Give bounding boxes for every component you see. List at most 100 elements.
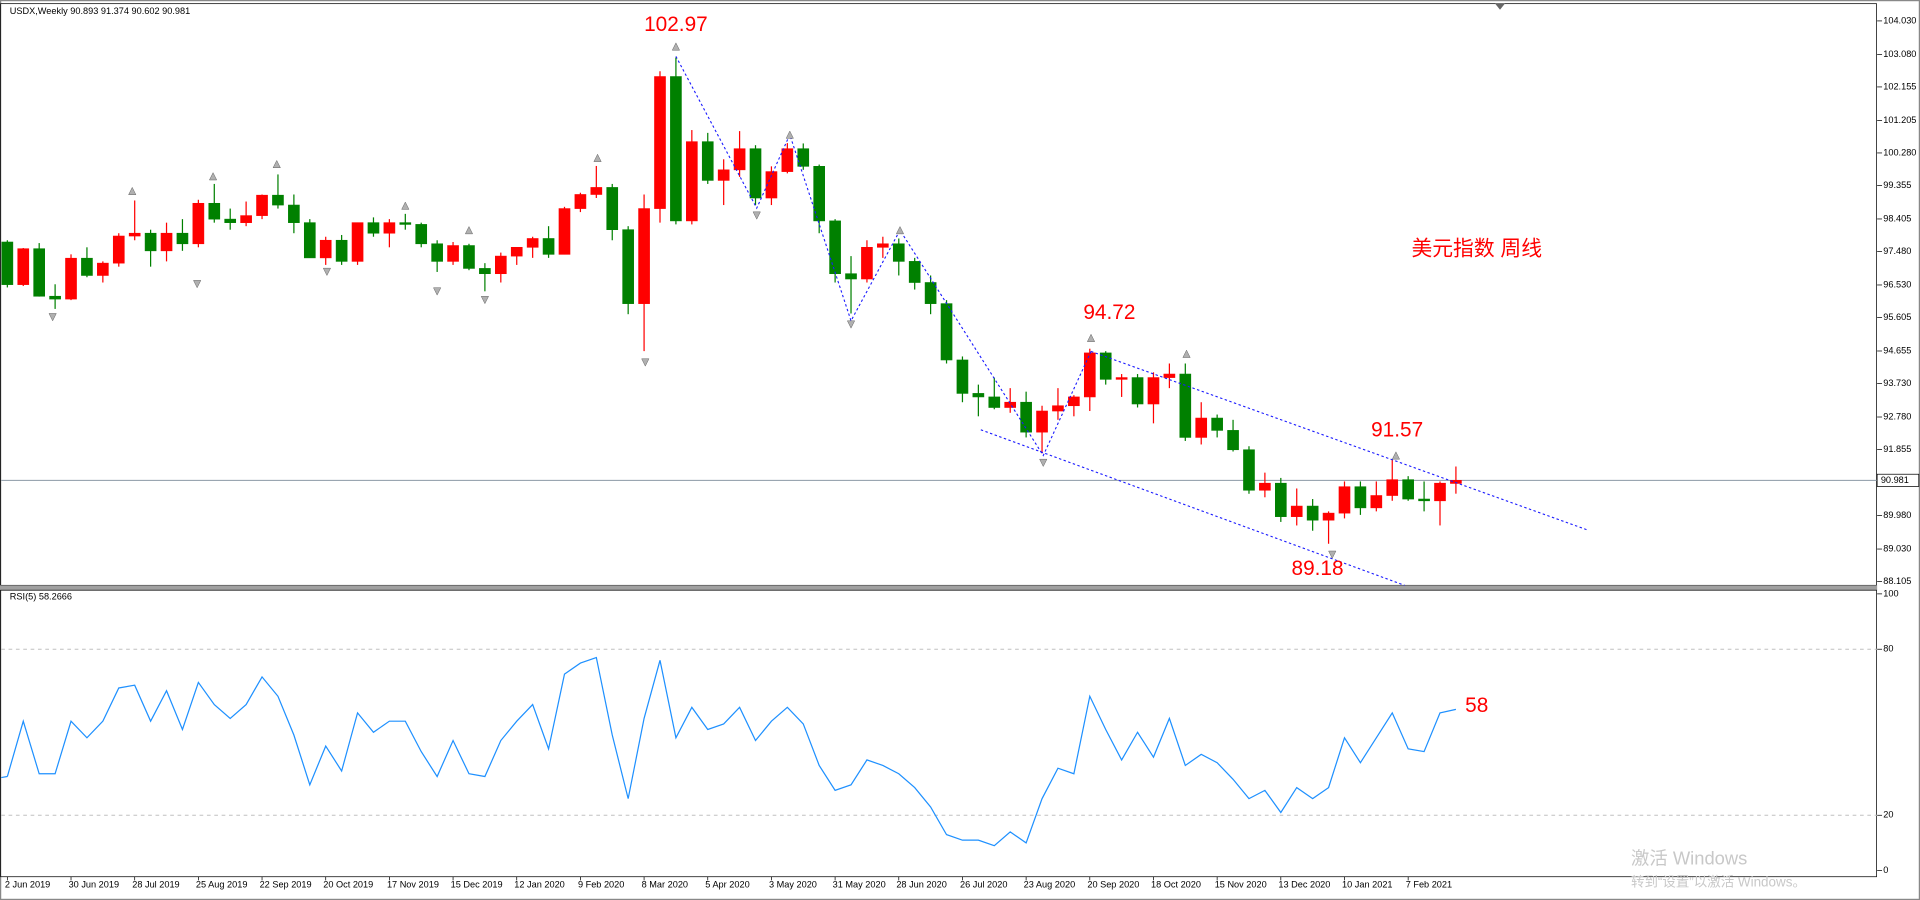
y-tick-label: 80: [1883, 644, 1893, 654]
candle-body: [590, 187, 603, 195]
candle-body: [208, 202, 221, 220]
annotation: 94.72: [1083, 301, 1135, 324]
candle-body: [431, 243, 443, 262]
candle-body: [176, 232, 189, 245]
rsi-line: [6, 656, 1457, 847]
candle-body: [1418, 498, 1430, 502]
header-open: 90.893: [70, 7, 98, 17]
candle-body: [1115, 377, 1128, 380]
rsi-title: RSI(5): [10, 592, 37, 602]
candle-body: [1354, 486, 1367, 509]
y-tick-label: 96.530: [1883, 279, 1911, 289]
candle-body: [1083, 352, 1096, 398]
y-tick-label: 100.280: [1883, 147, 1916, 157]
y-tick-label: 89.980: [1883, 510, 1911, 520]
y-tick-label: 20: [1883, 810, 1893, 820]
candle-body: [654, 76, 666, 209]
rsi-header: RSI(5) 58.2666: [10, 592, 72, 602]
candle-body: [1052, 405, 1064, 412]
candle-body: [972, 393, 985, 398]
candle-body: [813, 166, 826, 222]
candle-body: [956, 359, 969, 394]
candle-body: [81, 257, 93, 276]
annotation: 58: [1465, 694, 1488, 717]
annotation: 102.97: [644, 13, 708, 36]
candle-body: [383, 222, 396, 234]
x-tick-label: 8 Mar 2020: [642, 880, 688, 890]
candle-body: [192, 202, 205, 245]
annotation: 美元指数 周线: [1411, 237, 1542, 260]
x-tick-label: 3 May 2020: [769, 880, 817, 890]
candle-body: [335, 239, 348, 262]
header-low: 90.602: [132, 7, 160, 17]
candle-body: [97, 262, 109, 276]
candle-body: [542, 238, 555, 255]
candle-body: [1004, 401, 1017, 408]
candle-body: [908, 261, 921, 283]
candle-body: [940, 303, 953, 361]
candle-body: [606, 187, 619, 231]
candle-body: [1434, 482, 1446, 502]
candle-body: [510, 246, 523, 257]
fractal-arrow: [671, 42, 680, 51]
candle-body: [765, 171, 778, 199]
candle-body: [351, 222, 364, 262]
y-tick-label: 104.030: [1883, 15, 1916, 25]
candle-body: [1036, 410, 1048, 433]
x-tick-label: 15 Nov 2020: [1215, 880, 1267, 890]
x-tick-label: 30 Jun 2019: [69, 880, 119, 890]
fractal-arrow: [480, 296, 489, 305]
panel-separator: [0, 585, 1878, 591]
y-tick-label: 88.105: [1883, 576, 1911, 586]
candle-body: [447, 245, 459, 262]
candle-body: [1402, 479, 1414, 500]
candle-body: [1450, 480, 1462, 484]
candle-body: [415, 224, 428, 245]
x-tick-label: 20 Sep 2020: [1087, 880, 1139, 890]
candle-body: [1227, 430, 1239, 451]
fractal-arrow: [1086, 333, 1096, 342]
fractal-arrow: [641, 358, 650, 367]
candle-body: [399, 222, 412, 225]
y-tick-label: 97.480: [1883, 246, 1911, 256]
x-tick-label: 15 Dec 2019: [451, 880, 503, 890]
x-tick-label: 12 Jan 2020: [514, 880, 565, 890]
fractal-arrow: [322, 267, 332, 277]
candle-body: [877, 243, 889, 248]
fractal-arrow: [464, 225, 474, 235]
candle-body: [701, 141, 714, 181]
shift-marker: [1495, 3, 1505, 10]
candle-body: [861, 246, 873, 280]
candle-body: [733, 148, 746, 171]
candle-body: [495, 255, 507, 275]
fractal-arrow: [401, 201, 410, 210]
fractal-arrow: [1391, 451, 1400, 460]
fractal-arrow: [1182, 349, 1191, 358]
x-tick-label: 22 Sep 2019: [260, 880, 312, 890]
candle-body: [1243, 449, 1255, 491]
fractal-arrow: [752, 211, 761, 220]
candle-body: [892, 243, 905, 262]
rsi-panel: [0, 589, 1877, 878]
y-tick-label: 91.855: [1883, 444, 1911, 454]
y-tick-label: 94.655: [1883, 345, 1911, 355]
candle-body: [1386, 479, 1399, 496]
annotation: 91.57: [1371, 419, 1423, 442]
last-price-box: [1876, 473, 1920, 487]
candle-body: [272, 194, 284, 206]
x-tick-label: 25 Aug 2019: [196, 880, 248, 890]
zigzag: [675, 56, 1092, 457]
candle-body: [686, 141, 698, 222]
y-tick-label: 98.405: [1883, 213, 1911, 223]
candle-body: [1322, 512, 1335, 521]
candle-body: [256, 194, 268, 216]
y-tick-label: 93.730: [1883, 378, 1911, 388]
header-high: 91.374: [101, 7, 129, 17]
x-tick-label: 31 May 2020: [833, 880, 886, 890]
candle-body: [1, 241, 14, 285]
candle-body: [670, 76, 682, 222]
y-tick-label: 89.030: [1883, 543, 1911, 553]
candle-body: [144, 232, 157, 252]
candle-body: [288, 204, 300, 223]
